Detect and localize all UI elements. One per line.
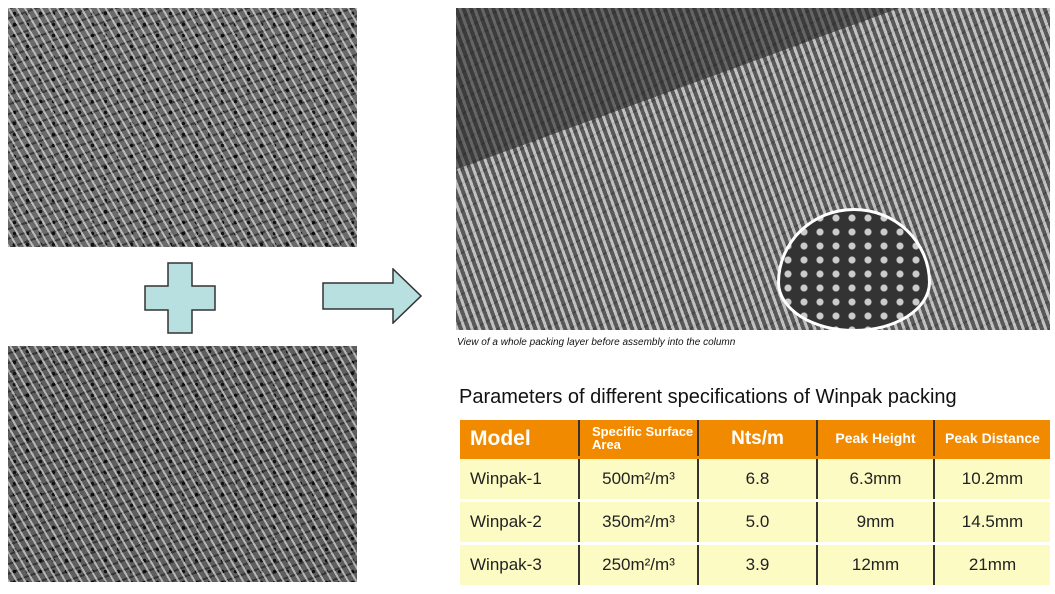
table-row: Winpak-3 250m²/m³ 3.9 12mm 21mm xyxy=(460,542,1050,585)
plus-icon xyxy=(144,262,216,334)
table-cell: Winpak-3 xyxy=(460,542,579,585)
table-cell: 12mm xyxy=(816,542,934,585)
table-row: Winpak-2 350m²/m³ 5.0 9mm 14.5mm xyxy=(460,499,1050,544)
header-model: Model xyxy=(460,420,579,458)
table-cell: 10.2mm xyxy=(933,456,1050,501)
table-row: Winpak-1 500m²/m³ 6.8 6.3mm 10.2mm xyxy=(460,456,1050,501)
table-cell: 9mm xyxy=(816,499,934,544)
packing-closeup-inset xyxy=(777,208,931,332)
table-cell: 250m²/m³ xyxy=(578,542,698,585)
arrow-right-icon xyxy=(322,268,422,324)
photo-caption: View of a whole packing layer before ass… xyxy=(457,337,736,348)
table-cell: 14.5mm xyxy=(933,499,1050,544)
table-cell: 6.8 xyxy=(697,456,817,501)
header-peak-distance: Peak Distance xyxy=(933,420,1050,458)
parameters-table: Model Specific Surface Area Nts/m Peak H… xyxy=(460,420,1050,585)
header-nts: Nts/m xyxy=(697,420,817,458)
mesh-sheet-image-bottom xyxy=(8,346,357,582)
table-cell: 21mm xyxy=(933,542,1050,585)
table-cell: Winpak-1 xyxy=(460,456,579,501)
header-peak-height: Peak Height xyxy=(816,420,934,458)
table-cell: 6.3mm xyxy=(816,456,934,501)
header-surface-area: Specific Surface Area xyxy=(578,420,698,458)
mesh-sheet-image-top xyxy=(8,8,357,247)
table-cell: 3.9 xyxy=(697,542,817,585)
table-cell: 350m²/m³ xyxy=(578,499,698,544)
packing-layer-photo xyxy=(456,8,1050,332)
table-cell: 500m²/m³ xyxy=(578,456,698,501)
table-cell: 5.0 xyxy=(697,499,817,544)
table-title: Parameters of different specifications o… xyxy=(459,386,957,408)
table-cell: Winpak-2 xyxy=(460,499,579,544)
